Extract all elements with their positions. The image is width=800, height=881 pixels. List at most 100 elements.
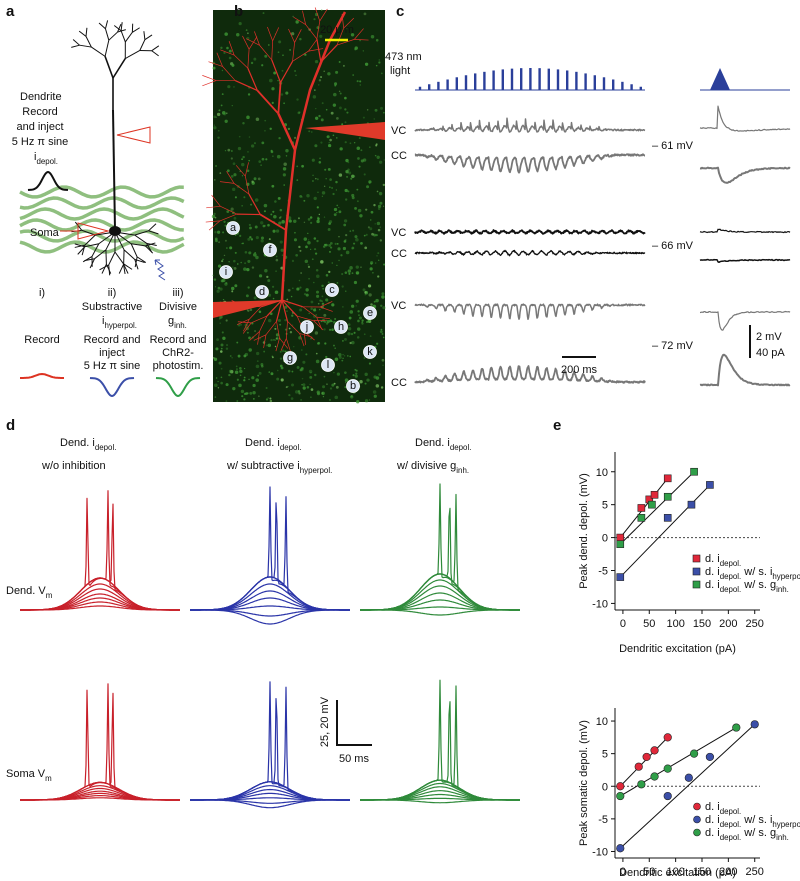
micrograph-speck bbox=[233, 266, 237, 270]
micrograph-speck bbox=[316, 217, 320, 220]
micrograph-speck bbox=[233, 86, 235, 88]
x-tick-label: 150 bbox=[693, 866, 711, 878]
micrograph-speck bbox=[350, 332, 354, 336]
dendrite-branch bbox=[123, 263, 133, 270]
red-neurite bbox=[299, 333, 313, 338]
micrograph-speck bbox=[319, 299, 322, 302]
micrograph-speck bbox=[379, 226, 381, 228]
dendrite-branch bbox=[74, 244, 85, 248]
micrograph-speck bbox=[265, 398, 269, 401]
micrograph-speck bbox=[246, 169, 250, 173]
micrograph-speck bbox=[241, 395, 244, 398]
soma-label: Soma bbox=[30, 227, 60, 239]
site-marker bbox=[321, 358, 335, 372]
red-neurite bbox=[316, 316, 330, 320]
micrograph-speck bbox=[358, 314, 360, 317]
mode-label: CC bbox=[391, 248, 407, 260]
micrograph-speck bbox=[239, 234, 242, 237]
stim-single bbox=[710, 68, 730, 90]
x-tick-label: 50 bbox=[643, 866, 655, 878]
y-tick-label: -5 bbox=[598, 566, 608, 578]
micrograph-speck bbox=[311, 158, 315, 162]
red-neurite bbox=[276, 321, 280, 339]
dendrite-branch bbox=[72, 39, 80, 46]
micrograph-speck bbox=[247, 151, 249, 153]
micrograph-speck bbox=[249, 308, 253, 312]
dendrite-branch bbox=[81, 244, 86, 256]
photostim-arrow bbox=[154, 259, 166, 281]
micrograph-speck bbox=[295, 74, 297, 77]
micrograph-speck bbox=[338, 173, 343, 177]
micrograph-speck bbox=[263, 203, 268, 208]
micrograph-speck bbox=[342, 357, 344, 360]
micrograph-speck bbox=[214, 383, 218, 388]
micrograph-speck bbox=[344, 386, 347, 389]
legend-entry-part: w/ s. i bbox=[741, 566, 772, 578]
micrograph-speck bbox=[344, 96, 347, 100]
stim-pulse bbox=[501, 69, 504, 90]
micrograph-speck bbox=[283, 184, 285, 186]
data-point bbox=[750, 720, 759, 729]
micrograph-speck bbox=[249, 226, 252, 230]
micrograph-speck bbox=[376, 190, 379, 193]
dendrite-branch bbox=[139, 39, 146, 51]
red-neurite bbox=[257, 331, 260, 345]
column-title: w/o inhibition bbox=[41, 460, 106, 472]
dendrite-branch bbox=[123, 249, 136, 260]
micrograph-speck bbox=[238, 21, 242, 26]
red-neurite bbox=[247, 67, 258, 91]
micrograph-speck bbox=[349, 266, 353, 270]
micrograph-speck bbox=[213, 124, 216, 126]
micrograph-speck bbox=[312, 95, 317, 99]
micrograph-speck bbox=[349, 142, 352, 145]
micrograph-speck bbox=[318, 161, 322, 164]
x-tick-label: 250 bbox=[746, 866, 764, 878]
red-neurite bbox=[247, 49, 250, 69]
red-neurite bbox=[220, 206, 238, 215]
micrograph-speck bbox=[323, 216, 326, 218]
micrograph-speck bbox=[260, 236, 264, 240]
micrograph-speck bbox=[232, 162, 236, 166]
micrograph-speck bbox=[281, 254, 284, 256]
micrograph-speck bbox=[298, 245, 301, 249]
micrograph-speck bbox=[252, 390, 256, 395]
micrograph-speck bbox=[345, 198, 348, 201]
red-neurite bbox=[256, 89, 280, 115]
micrograph-speck bbox=[325, 322, 329, 325]
micrograph-speck bbox=[255, 235, 259, 240]
micrograph-speck bbox=[326, 135, 330, 139]
micrograph-speck bbox=[246, 331, 249, 334]
average-trace bbox=[699, 353, 791, 387]
micrograph-speck bbox=[346, 175, 349, 178]
dendrite-branch bbox=[134, 234, 147, 244]
micrograph-speck bbox=[366, 185, 370, 189]
micrograph-speck bbox=[355, 237, 359, 242]
micrograph-speck bbox=[356, 336, 360, 339]
micrograph-speck bbox=[349, 310, 354, 314]
data-point bbox=[687, 500, 696, 509]
micrograph-speck bbox=[284, 350, 286, 353]
legend-entry-part: depol. bbox=[720, 572, 742, 581]
average-trace bbox=[699, 258, 791, 264]
micrograph-speck bbox=[310, 371, 312, 374]
micrograph-speck bbox=[321, 191, 326, 195]
dendrite-branch bbox=[74, 221, 83, 231]
micrograph-speck bbox=[261, 157, 265, 161]
micrograph-speck bbox=[379, 160, 383, 164]
stim-pulse bbox=[418, 86, 422, 90]
micrograph-speck bbox=[303, 221, 306, 224]
dendrite-branch bbox=[136, 256, 147, 263]
micrograph-speck bbox=[370, 34, 375, 39]
micrograph-speck bbox=[317, 217, 320, 221]
red-neurite bbox=[233, 183, 250, 195]
red-neurite bbox=[249, 306, 262, 320]
micrograph-speck bbox=[328, 222, 331, 225]
micrograph-speck bbox=[314, 373, 317, 377]
micrograph-speck bbox=[247, 93, 251, 96]
micrograph-speck bbox=[318, 114, 321, 118]
micrograph-speck bbox=[251, 266, 255, 269]
micrograph-speck bbox=[355, 372, 358, 375]
micrograph-speck bbox=[226, 112, 228, 114]
x-tick-label: 50 bbox=[643, 618, 655, 630]
red-neurite bbox=[316, 38, 322, 63]
